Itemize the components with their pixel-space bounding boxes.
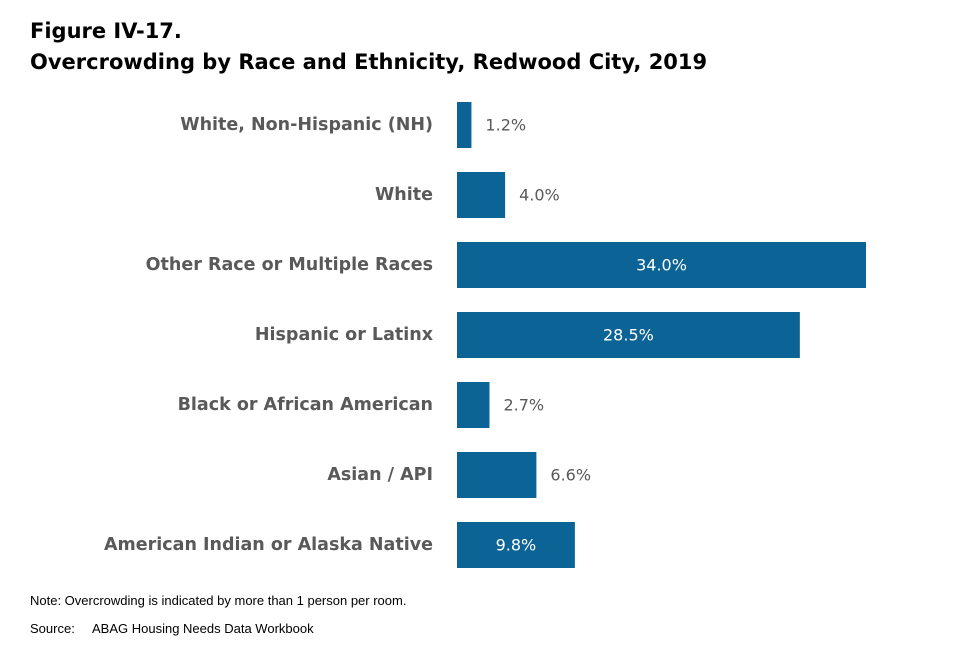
category-label: White <box>375 185 433 205</box>
bar <box>457 172 506 218</box>
chart-source: Source: ABAG Housing Needs Data Workbook <box>30 621 314 636</box>
bar <box>457 382 490 428</box>
bar-chart: White, Non-Hispanic (NH) 1.2% White 4.0% Oth… <box>104 102 866 568</box>
figure-label: Figure IV-17. <box>30 19 182 43</box>
category-label: White, Non-Hispanic (NH) <box>180 115 433 135</box>
category-label: Asian / API <box>327 465 433 485</box>
source-text: ABAG Housing Needs Data Workbook <box>92 621 314 636</box>
data-label: 34.0% <box>636 256 687 275</box>
data-label: 4.0% <box>519 186 560 205</box>
data-label: 28.5% <box>603 326 654 345</box>
category-label: Other Race or Multiple Races <box>146 255 433 275</box>
data-label: 1.2% <box>485 116 526 135</box>
category-label: American Indian or Alaska Native <box>104 535 433 555</box>
bar <box>457 522 575 568</box>
chart-title: Overcrowding by Race and Ethnicity, Redw… <box>30 50 708 74</box>
bar <box>457 242 866 288</box>
bars-group: White, Non-Hispanic (NH) 1.2% White 4.0% Oth… <box>104 102 866 568</box>
data-label: 2.7% <box>503 396 544 415</box>
data-label: 9.8% <box>496 536 537 555</box>
chart-title-block: Figure IV-17. Overcrowding by Race and E… <box>30 16 707 78</box>
bar <box>457 452 537 498</box>
category-label: Hispanic or Latinx <box>255 325 434 345</box>
source-label: Source: <box>30 621 75 636</box>
bar <box>457 312 800 358</box>
chart-note: Note: Overcrowding is indicated by more … <box>30 593 407 608</box>
bar <box>457 102 472 148</box>
data-label: 6.6% <box>550 466 591 485</box>
category-label: Black or African American <box>178 395 433 415</box>
